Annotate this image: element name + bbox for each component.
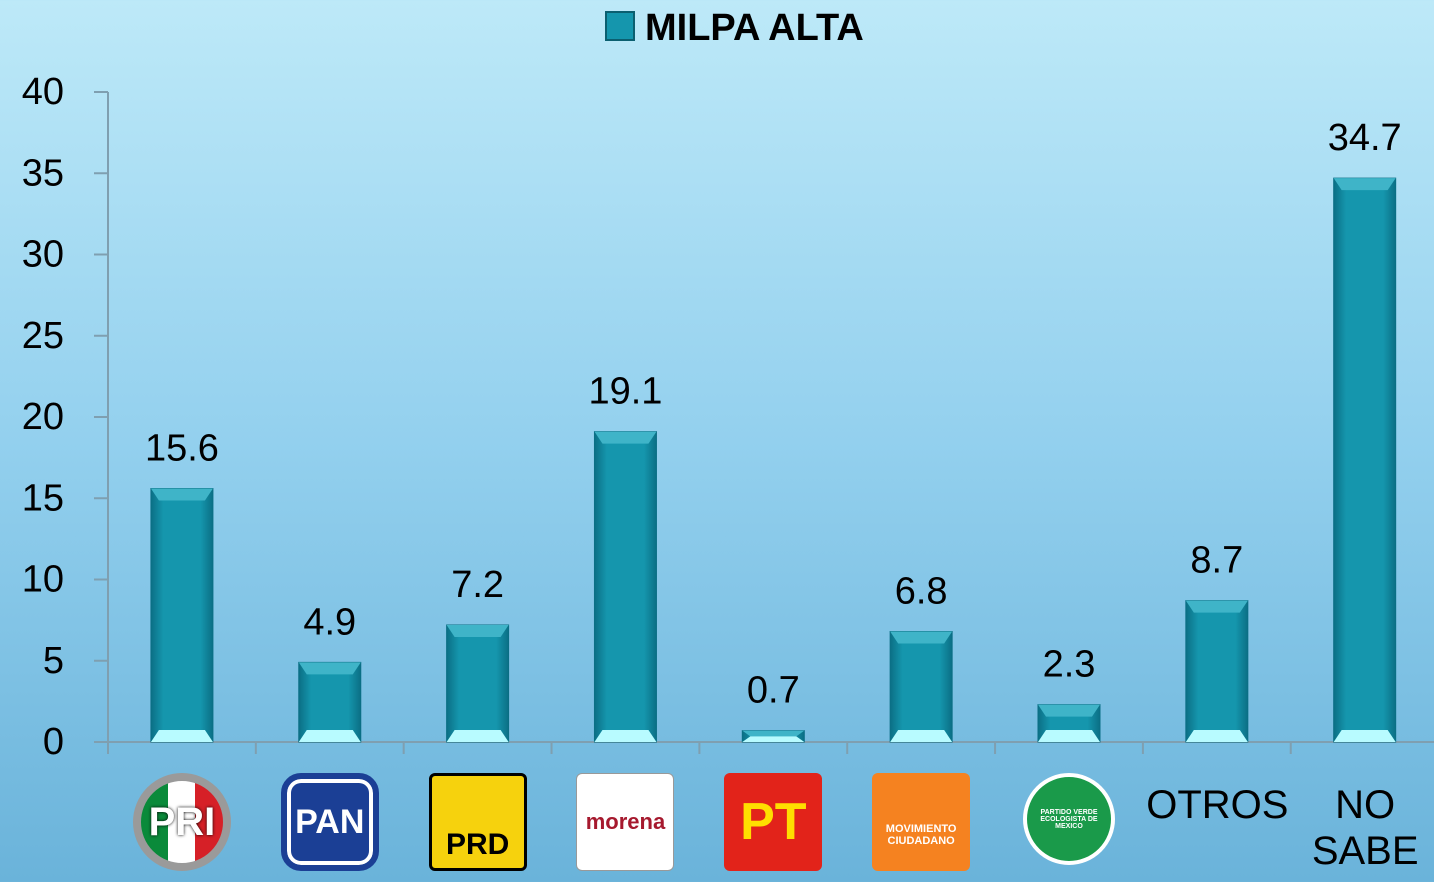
x-tick-label: MOVIMIENTO CIUDADANO [872, 773, 971, 871]
data-label: 4.9 [303, 601, 356, 643]
bar-base [1333, 730, 1396, 742]
bar-cap [742, 730, 805, 737]
bar [889, 631, 953, 743]
y-tick-label: 5 [43, 640, 64, 682]
data-label: 8.7 [1190, 540, 1243, 582]
legend-label: MILPA ALTA [645, 7, 864, 49]
y-tick-label: 0 [43, 721, 64, 763]
x-tick-label: PRI [132, 773, 231, 871]
y-tick-label: 35 [22, 152, 64, 194]
bar [446, 624, 510, 743]
data-label: 0.7 [747, 670, 800, 712]
data-label: 6.8 [895, 571, 948, 613]
data-label: 7.2 [451, 564, 504, 606]
data-label: 15.6 [145, 428, 219, 470]
bar-base [890, 730, 953, 742]
bar [150, 488, 214, 743]
data-label: 19.1 [588, 371, 662, 413]
bar [1333, 177, 1397, 743]
bar-base [150, 730, 213, 742]
bar-cap [890, 631, 953, 644]
bar-base [1185, 730, 1248, 742]
bar-cap [446, 625, 509, 637]
bar-base [1037, 730, 1100, 742]
y-tick-label: 10 [22, 559, 64, 601]
y-tick-label: 15 [22, 477, 64, 519]
x-tick-label: PT [724, 773, 823, 871]
x-tick-label: PAN [280, 773, 379, 871]
bar-base [594, 730, 657, 742]
bar-base [298, 730, 361, 742]
bar-cap [1185, 600, 1248, 613]
bar-cap [298, 662, 361, 675]
bar-base [742, 736, 805, 742]
data-label: 2.3 [1043, 644, 1096, 686]
x-tick-label: morena [576, 773, 675, 871]
legend-swatch [605, 11, 635, 41]
x-tick-label: PRD [428, 773, 527, 871]
x-tick-label: NO SABE [1311, 783, 1419, 873]
bar-cap [594, 431, 657, 444]
bar [1185, 600, 1249, 743]
bar-cap [1037, 704, 1100, 717]
y-tick-label: 40 [22, 71, 64, 113]
y-tick-label: 20 [22, 396, 64, 438]
y-tick-label: 25 [22, 315, 64, 357]
y-tick-label: 30 [22, 234, 64, 276]
x-tick-label: PARTIDO VERDE ECOLOGISTA DE MEXICO [1022, 773, 1115, 865]
bar-cap [1333, 178, 1396, 191]
bar-base [446, 730, 509, 742]
bar [593, 431, 657, 743]
x-tick-label: OTROS [1146, 783, 1289, 827]
data-label: 34.7 [1328, 117, 1402, 159]
bar-cap [150, 488, 213, 501]
bar [298, 661, 362, 743]
